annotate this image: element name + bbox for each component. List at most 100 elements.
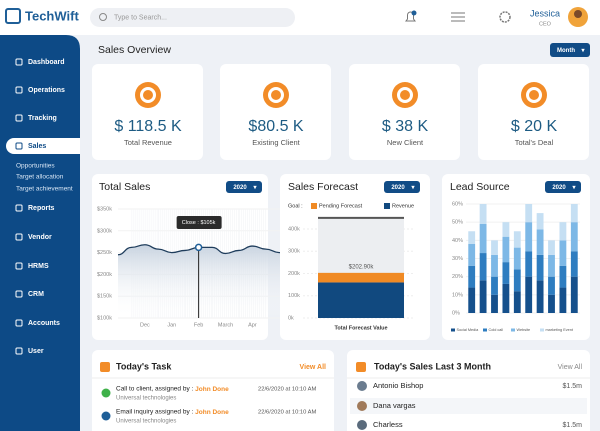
legend-swatch bbox=[451, 328, 455, 332]
card-icon-core bbox=[271, 90, 281, 100]
menu-item[interactable]: HRMS bbox=[28, 263, 49, 270]
lead-segment bbox=[502, 262, 510, 284]
tooltip bbox=[176, 216, 222, 229]
period-button[interactable] bbox=[384, 181, 420, 193]
lead-segment bbox=[570, 204, 578, 223]
task-assignee: John Done bbox=[195, 409, 229, 416]
lead-segment bbox=[570, 276, 578, 313]
menu-icon bbox=[15, 86, 23, 94]
menu-item[interactable]: CRM bbox=[28, 291, 44, 298]
x-tick-label: March bbox=[218, 322, 233, 328]
filter-icon[interactable] bbox=[451, 12, 465, 22]
search-icon bbox=[99, 13, 107, 21]
submenu-item: Opportunities bbox=[16, 163, 55, 170]
legend-label: Website bbox=[517, 328, 531, 332]
sales-amount: $1.5m bbox=[563, 422, 583, 429]
row-highlight bbox=[350, 398, 587, 414]
user-name: Jessica bbox=[530, 8, 560, 18]
menu-icon bbox=[15, 233, 23, 241]
menu-item[interactable]: Tracking bbox=[28, 115, 57, 122]
sales-name: Dana vargas bbox=[373, 401, 416, 410]
dropdown-caret: ▾ bbox=[580, 48, 585, 54]
y-tick-label: $200k bbox=[97, 272, 112, 278]
y-tick-label: 100k bbox=[288, 293, 300, 299]
legend-swatch bbox=[511, 328, 515, 332]
legend-label: Revenue bbox=[392, 203, 414, 209]
y-tick-label: 60% bbox=[452, 201, 463, 207]
legend-label: Cold call bbox=[489, 328, 504, 332]
submenu-item: Target achievement bbox=[16, 186, 73, 193]
period-label: 2020 bbox=[233, 185, 247, 191]
lead-segment bbox=[559, 222, 567, 241]
menu-item[interactable]: Accounts bbox=[28, 320, 60, 327]
menu-item[interactable]: Operations bbox=[28, 87, 65, 94]
menu-icon bbox=[15, 58, 23, 66]
lead-segment bbox=[559, 240, 567, 266]
period-label: Month bbox=[557, 48, 575, 54]
lead-segment bbox=[513, 247, 521, 270]
period-button[interactable] bbox=[226, 181, 262, 193]
view-all-link[interactable]: View All bbox=[300, 364, 327, 371]
legend-title: Goal : bbox=[288, 203, 303, 209]
card bbox=[349, 64, 460, 160]
y-tick-label: $150k bbox=[97, 294, 112, 300]
lead-segment bbox=[570, 251, 578, 277]
y-tick-label: 300k bbox=[288, 249, 300, 255]
search-box[interactable] bbox=[90, 8, 295, 27]
y-tick-label: $350k bbox=[97, 206, 112, 212]
lead-segment bbox=[491, 276, 498, 295]
user-role: CEO bbox=[539, 21, 552, 27]
menu-icon bbox=[15, 290, 23, 298]
lead-segment bbox=[491, 294, 498, 313]
period-label: 2020 bbox=[552, 185, 566, 191]
bell-icon[interactable] bbox=[405, 11, 416, 22]
settings-icon[interactable] bbox=[499, 11, 511, 23]
lead-segment bbox=[536, 280, 544, 313]
legend-swatch bbox=[540, 328, 544, 332]
menu-item[interactable]: Sales bbox=[28, 143, 46, 150]
lead-segment bbox=[548, 254, 555, 277]
lead-segment bbox=[536, 254, 544, 281]
task-date: 22/6/2020 at 10:10 AM bbox=[258, 387, 317, 393]
card-title: Sales Forecast bbox=[288, 181, 358, 193]
menu-item[interactable]: Dashboard bbox=[28, 59, 65, 66]
lead-segment bbox=[559, 265, 567, 288]
notification-dot bbox=[411, 10, 417, 16]
lead-segment bbox=[502, 236, 510, 263]
stat-value: $ 38 K bbox=[382, 118, 429, 135]
card bbox=[478, 64, 589, 160]
card-icon-core bbox=[529, 90, 539, 100]
lead-segment bbox=[468, 243, 476, 266]
period-button[interactable] bbox=[545, 181, 581, 193]
lead-segment bbox=[502, 222, 510, 237]
row-avatar bbox=[357, 381, 367, 391]
card-icon-core bbox=[143, 90, 153, 100]
sidebar bbox=[0, 35, 80, 431]
y-tick-label: 40% bbox=[452, 238, 463, 244]
line-area bbox=[118, 244, 290, 318]
menu-item[interactable]: User bbox=[28, 348, 44, 355]
lead-segment bbox=[513, 269, 521, 292]
y-tick-label: 20% bbox=[452, 274, 463, 280]
tooltip-text: Close : $105k bbox=[182, 220, 216, 226]
menu-item[interactable]: Reports bbox=[28, 205, 55, 212]
legend-swatch bbox=[384, 203, 390, 209]
sales-name: Antonio Bishop bbox=[373, 381, 423, 390]
legend-label: Social Media bbox=[457, 328, 480, 332]
sales-line bbox=[117, 244, 291, 256]
lead-segment bbox=[502, 283, 510, 313]
lead-segment bbox=[479, 253, 487, 281]
card bbox=[92, 350, 334, 431]
stat-label: Total's Deal bbox=[515, 138, 554, 147]
period-button[interactable] bbox=[550, 43, 590, 57]
task-date: 22/6/2020 at 10:10 AM bbox=[258, 410, 317, 416]
stat-value: $ 118.5 K bbox=[114, 118, 182, 135]
task-status-icon bbox=[101, 411, 111, 421]
lead-segment bbox=[491, 240, 498, 255]
active-menu-bg bbox=[6, 138, 80, 154]
card bbox=[92, 64, 203, 160]
view-all-link[interactable]: View All bbox=[558, 364, 583, 371]
menu-item[interactable]: Vendor bbox=[28, 234, 52, 241]
lead-segment bbox=[468, 231, 476, 244]
